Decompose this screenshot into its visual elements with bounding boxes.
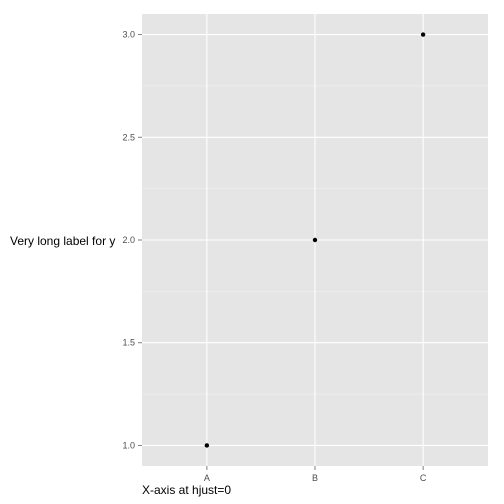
y-tick-label: 1.5 [122,338,135,348]
x-axis-title: X-axis at hjust=0 [142,483,231,497]
data-point [312,237,318,243]
data-point [420,32,426,37]
y-axis-title: Very long label for y [10,234,115,248]
x-tick-label: A [204,473,210,483]
data-point [204,443,210,448]
y-tick-label: 3.0 [122,30,135,40]
axis-ticks: 1.0 1.5 2.0 2.5 3.0 A B C [122,30,426,483]
data-points [204,32,426,448]
x-tick-label: C [420,473,427,483]
x-tick-label: B [312,473,318,483]
y-tick-label: 2.5 [122,132,135,142]
y-tick-label: 1.0 [122,440,135,450]
y-tick-label: 2.0 [122,235,135,245]
